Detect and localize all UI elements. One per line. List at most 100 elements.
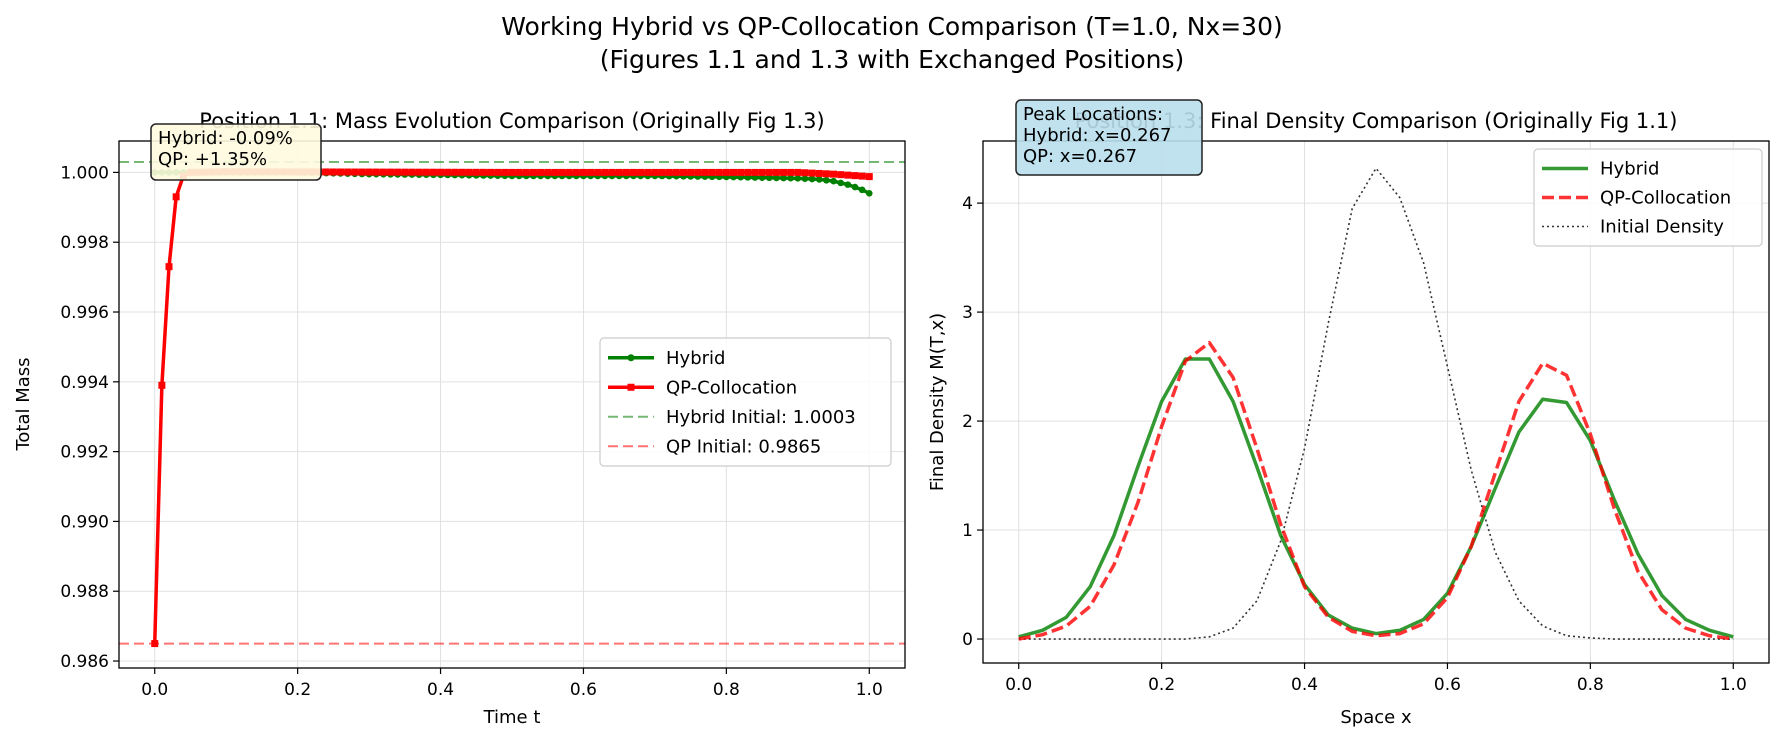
density-chart-frame: [982, 140, 1770, 664]
hybrid-mass-point: [773, 174, 780, 182]
hybrid-mass-point: [758, 174, 766, 181]
qp-mass-point: [344, 168, 352, 176]
legend-frame: [1533, 148, 1763, 247]
y-tick-label: 0.990: [60, 512, 109, 532]
qp-mass-point: [651, 168, 659, 176]
hybrid-mass-point: [837, 179, 844, 187]
hybrid-mass-point: [801, 175, 809, 182]
qp-mass-point: [830, 170, 838, 178]
y-tick-label: 1.000: [60, 163, 109, 183]
qp-mass-point: [737, 168, 745, 176]
qp-mass-point: [465, 168, 473, 176]
qp-mass-point: [744, 168, 752, 176]
x-tick-label: 1.0: [856, 680, 883, 700]
annotation-box: [150, 123, 322, 181]
qp-mass-point: [522, 168, 530, 176]
qp-mass-point: [458, 168, 466, 176]
hybrid-mass-point: [830, 177, 837, 185]
qp-mass-point: [487, 168, 495, 176]
mass-evolution-chart: 0.0 0.2 0.4 0.6 0.8 1.0 0.986 0.988 0.990 0.992 0.…: [13, 109, 906, 728]
density-chart-ylabel: Final Density M(T,x): [927, 313, 948, 491]
qp-mass-point: [515, 168, 523, 176]
hybrid-mass-point: [858, 186, 866, 194]
qp-mass-point: [529, 168, 537, 176]
legend-label: Hybrid: [1600, 159, 1659, 180]
y-tick-label: 2: [962, 412, 973, 432]
qp-mass-point: [494, 168, 502, 176]
qp-mass-point: [158, 381, 166, 389]
qp-mass-point: [615, 168, 623, 176]
qp-mass-point: [379, 168, 387, 176]
legend-label: Hybrid: [666, 348, 725, 369]
y-tick-label: 0.994: [60, 373, 109, 393]
qp-mass-point: [622, 168, 630, 176]
mass-chart-legend: Hybrid QP-Collocation Hybrid Initial: 1.00…: [599, 337, 892, 467]
qp-mass-point: [444, 168, 452, 176]
y-tick-label: 0.988: [60, 582, 109, 602]
hybrid-mass-point: [844, 181, 852, 188]
qp-mass-point: [551, 168, 559, 176]
hybrid-density-line: [1018, 357, 1734, 639]
legend-label: QP Initial: 0.9865: [666, 436, 821, 457]
qp-mass-point: [172, 193, 180, 201]
hybrid-mass-point: [787, 174, 794, 182]
qp-mass-point: [844, 171, 852, 179]
qp-mass-point: [337, 168, 345, 176]
hybrid-mass-point: [851, 183, 859, 191]
hybrid-mass-point: [808, 175, 816, 183]
qp-mass-point: [815, 169, 823, 177]
qp-mass-point: [701, 168, 709, 176]
y-tick-label: 0.986: [60, 652, 109, 672]
qp-mass-point: [758, 168, 766, 176]
x-tick-label: 0.8: [1577, 675, 1604, 695]
qp-mass-point: [394, 168, 402, 176]
y-tick-label: 3: [962, 303, 973, 323]
x-tick-label: 0.2: [1148, 675, 1175, 695]
qp-mass-point: [808, 169, 816, 177]
annotation-line: QP: x=0.267: [1023, 146, 1137, 167]
qp-mass-point: [572, 168, 580, 176]
qp-mass-point: [715, 168, 723, 176]
legend-label: QP-Collocation: [1600, 188, 1731, 209]
annotation-line: QP: +1.35%: [158, 149, 267, 170]
qp-mass-point: [587, 168, 595, 176]
mass-chart-xlabel: Time t: [483, 707, 541, 728]
x-tick-label: 0.6: [1434, 675, 1461, 695]
qp-mass-point: [858, 172, 866, 180]
qp-mass-point: [637, 168, 645, 176]
qp-mass-point: [579, 168, 587, 176]
qp-mass-point: [780, 168, 788, 176]
y-tick-label: 0.996: [60, 303, 109, 323]
qp-mass-point: [322, 168, 330, 176]
legend-marker: [627, 383, 635, 391]
qp-mass-point: [351, 168, 359, 176]
qp-mass-point: [687, 168, 695, 176]
annotation-box: [1015, 99, 1203, 176]
qp-mass-point: [372, 168, 380, 176]
y-tick-label: 0.992: [60, 443, 109, 463]
qp-mass-point: [865, 173, 873, 181]
mass-chart-frame: [118, 140, 906, 669]
legend-marker: [627, 354, 635, 362]
x-tick-label: 0.8: [713, 680, 740, 700]
annotation-line: Peak Locations:: [1023, 104, 1163, 125]
qp-mass-point: [358, 168, 366, 176]
legend-frame: [599, 337, 892, 467]
y-tick-label: 4: [962, 194, 973, 214]
qp-mass-point: [658, 168, 666, 176]
qp-mass-point: [772, 168, 780, 176]
qp-mass-point: [387, 168, 395, 176]
x-tick-label: 0.4: [427, 680, 454, 700]
annotation-line: Hybrid: -0.09%: [158, 128, 293, 149]
qp-mass-point: [679, 168, 687, 176]
qp-mass-point: [429, 168, 437, 176]
qp-mass-point: [601, 168, 609, 176]
hybrid-mass-point: [765, 174, 773, 182]
qp-mass-point: [451, 168, 459, 176]
qp-mass-point: [708, 168, 716, 176]
qp-mass-point: [665, 168, 673, 176]
qp-mass-point: [329, 168, 337, 176]
qp-density-line: [1018, 340, 1734, 641]
x-tick-label: 0.6: [570, 680, 597, 700]
